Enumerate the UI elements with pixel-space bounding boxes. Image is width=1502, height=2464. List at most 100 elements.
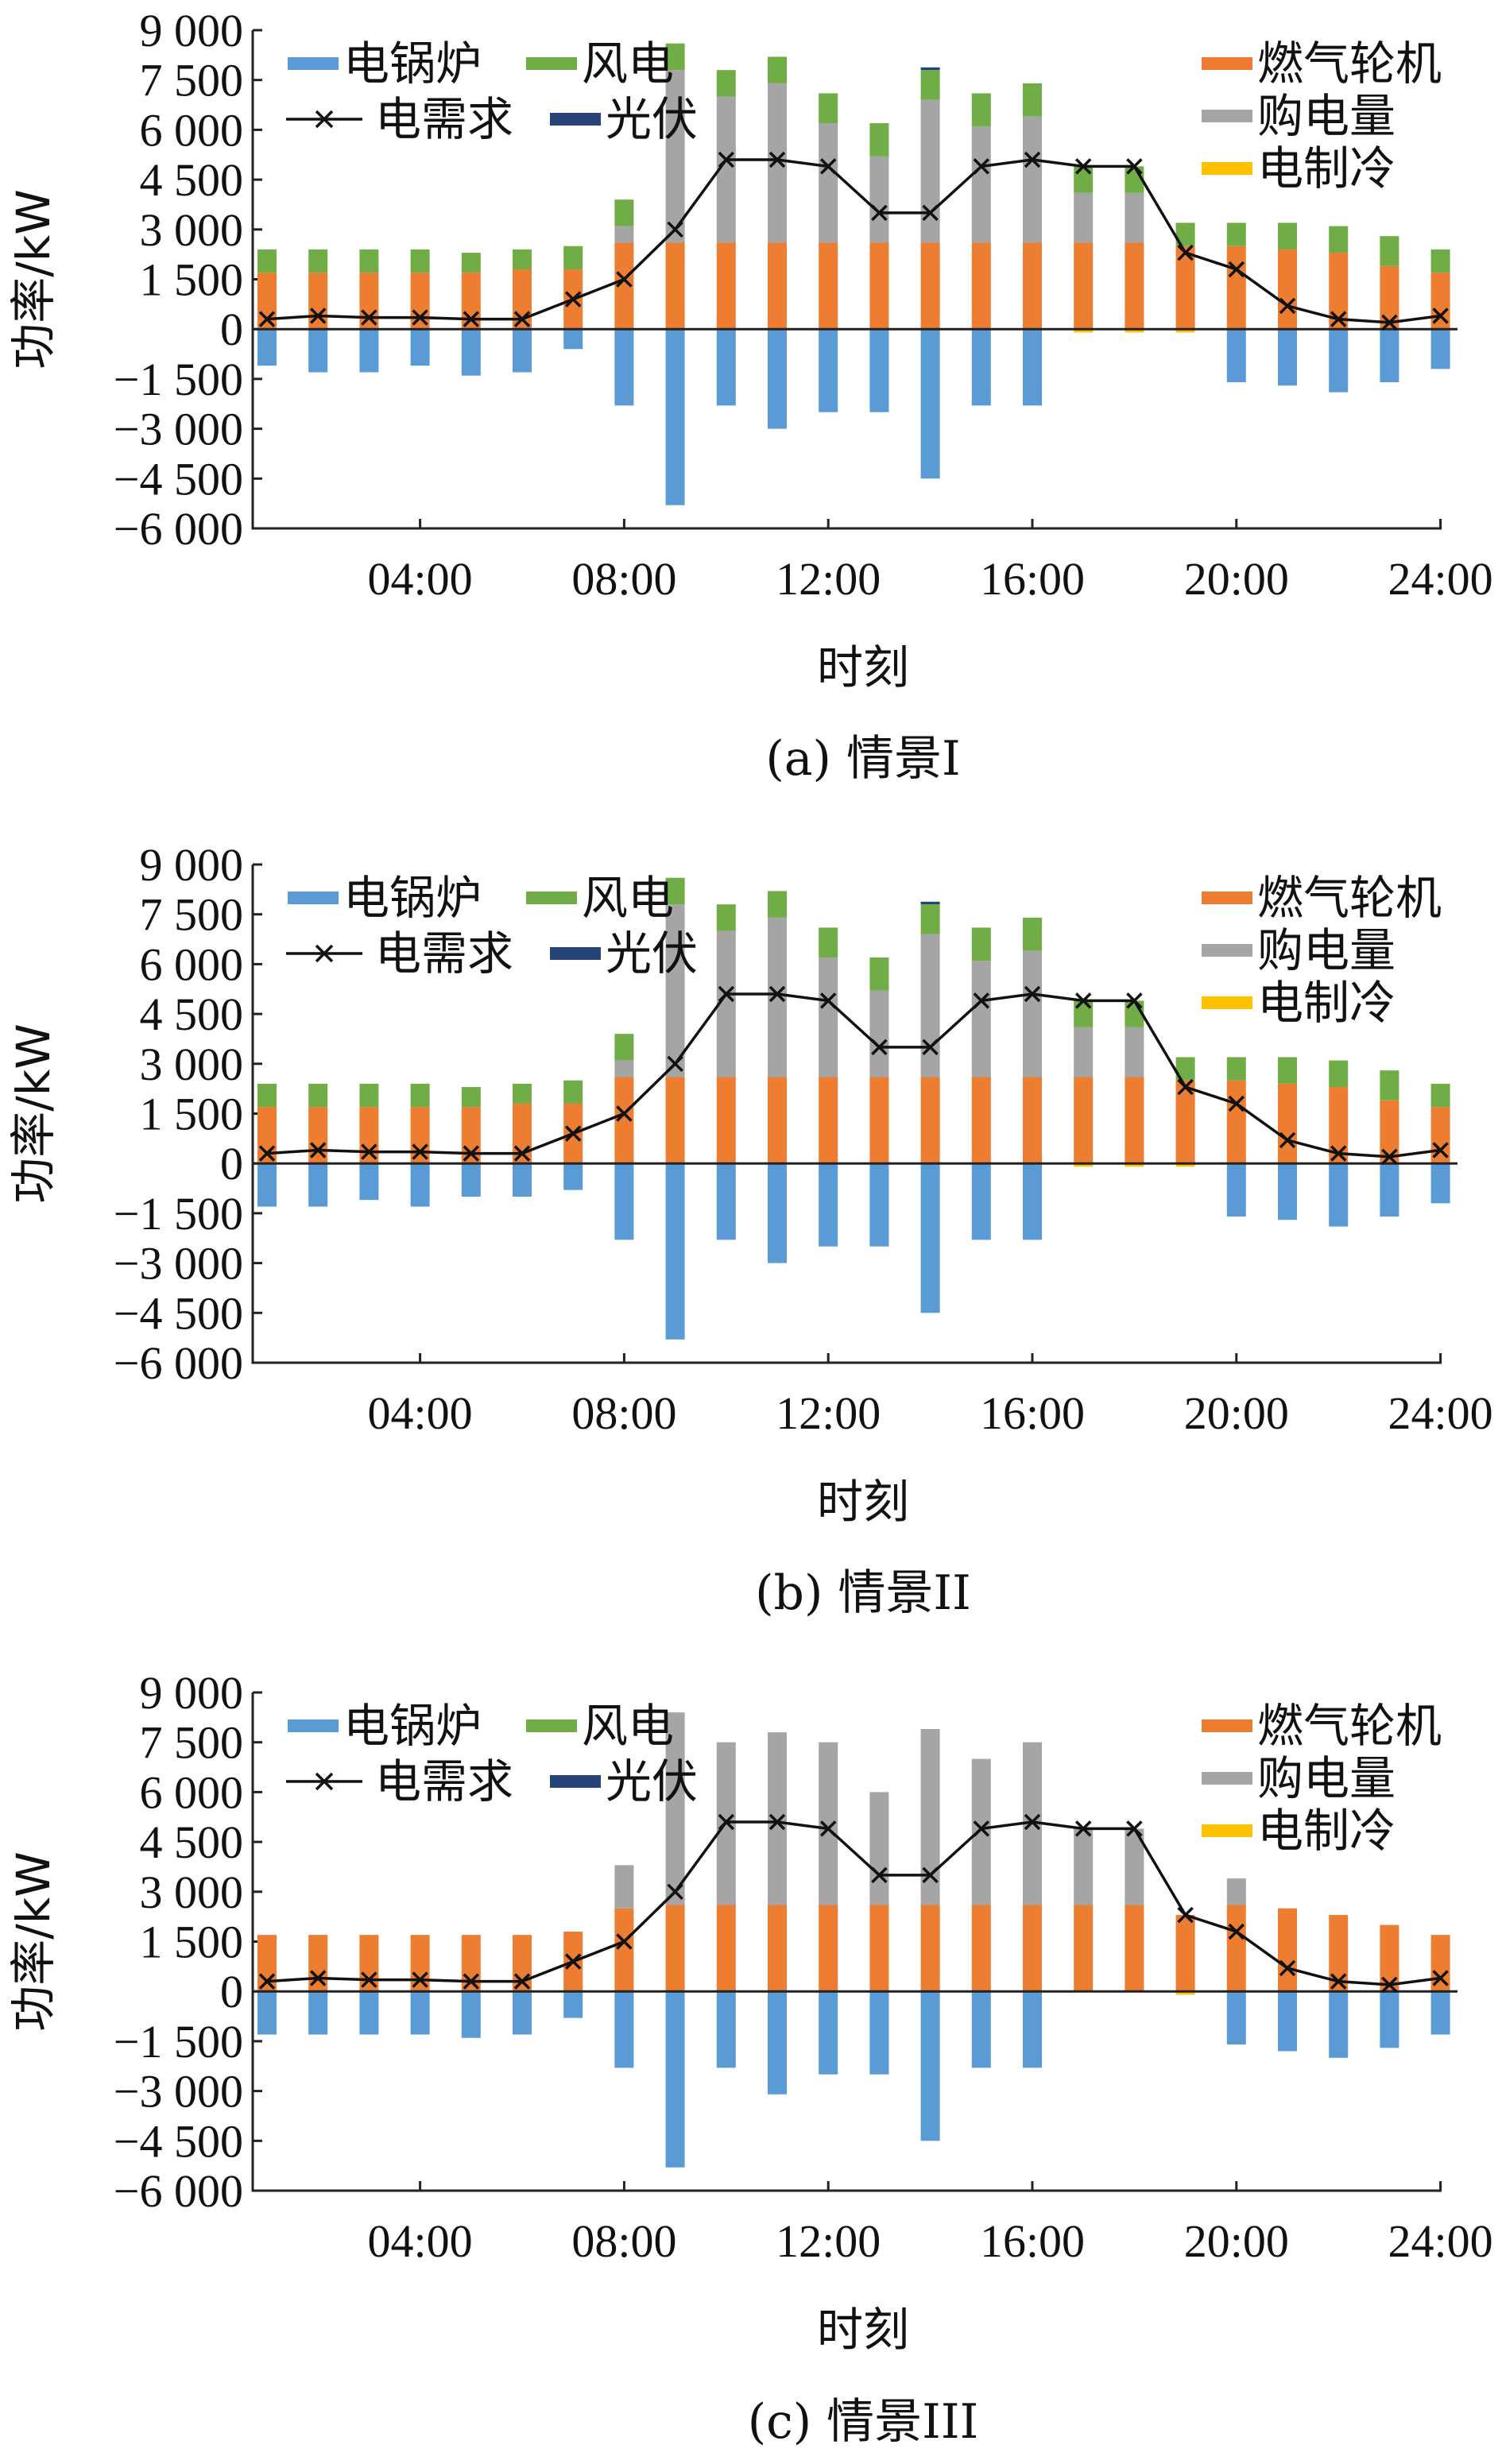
- marker-电需求: [564, 1125, 582, 1142]
- y-tick-label: −3 000: [114, 404, 243, 455]
- bar-购电量: [920, 1728, 940, 1905]
- marker-电需求: [463, 1145, 480, 1162]
- bar-购电量: [1125, 192, 1144, 243]
- bar-风电: [1226, 1057, 1246, 1081]
- bar-燃气轮机: [308, 273, 328, 330]
- marker-电需求: [1432, 308, 1449, 324]
- marker-电需求: [1279, 1959, 1296, 1977]
- marker-电需求: [819, 992, 837, 1009]
- bar-风电: [1430, 1083, 1450, 1108]
- bar-燃气轮机: [869, 1077, 889, 1164]
- bar-燃气轮机: [920, 1905, 940, 1992]
- bar-风电: [614, 199, 634, 226]
- bar-燃气轮机: [768, 242, 787, 330]
- bar-电锅炉: [257, 329, 277, 366]
- bar-风电: [1329, 226, 1349, 253]
- legend-label: 电需求: [375, 1754, 513, 1808]
- y-tick-label: 9 000: [140, 839, 244, 891]
- bar-购电量: [819, 123, 838, 243]
- marker-电需求: [1126, 158, 1143, 175]
- marker-电需求: [361, 1971, 377, 1988]
- bar-燃气轮机: [410, 1107, 430, 1164]
- bar-电锅炉: [461, 1163, 481, 1197]
- bar-燃气轮机: [410, 273, 430, 330]
- bar-光伏: [920, 67, 940, 71]
- legend-label: 光伏: [606, 92, 698, 146]
- bar-风电: [461, 253, 481, 273]
- marker-电需求: [513, 311, 531, 327]
- y-tick-label: −6 000: [114, 2165, 243, 2217]
- y-tick-label: −4 500: [114, 1287, 243, 1339]
- bar-电锅炉: [461, 329, 481, 376]
- legend-label: 光伏: [606, 1754, 698, 1808]
- legend-swatch: [1202, 110, 1252, 122]
- bar-风电: [308, 249, 328, 273]
- x-tick-label: 24:00: [1388, 1387, 1493, 1439]
- marker-电需求: [667, 1883, 683, 1901]
- line-电需求: [266, 992, 1441, 1159]
- bar-电锅炉: [869, 1991, 889, 2075]
- y-tick-label: 4 500: [140, 154, 244, 206]
- x-tick-label: 12:00: [776, 553, 881, 605]
- bar-电锅炉: [819, 1163, 838, 1247]
- legend-swatch: [288, 1719, 339, 1732]
- marker-电需求: [768, 985, 786, 1003]
- y-tick-label: 4 500: [140, 1816, 244, 1868]
- bar-风电: [716, 904, 736, 931]
- legend-swatch: [526, 892, 577, 904]
- marker-电需求: [616, 1105, 633, 1122]
- bar-电锅炉: [308, 329, 328, 373]
- bar-购电量: [920, 99, 940, 243]
- marker-电需求: [1177, 1078, 1194, 1096]
- y-tick-label: 4 500: [140, 988, 244, 1040]
- bar-电锅炉: [971, 1991, 991, 2068]
- bar-燃气轮机: [1074, 1077, 1094, 1164]
- bar-燃气轮机: [1125, 1905, 1144, 1992]
- bar-电制冷: [1125, 1163, 1144, 1167]
- marker-电需求: [258, 1973, 276, 1990]
- bar-购电量: [1226, 1878, 1246, 1905]
- marker-电需求: [1126, 1820, 1143, 1837]
- x-tick-label: 16:00: [980, 553, 1085, 605]
- legend-swatch: [526, 1719, 577, 1732]
- y-tick-label: 9 000: [140, 1667, 244, 1719]
- bar-购电量: [869, 1792, 889, 1905]
- legend-swatch: [1202, 1824, 1252, 1837]
- bar-电锅炉: [1278, 1991, 1297, 2052]
- y-tick-label: 6 000: [140, 104, 244, 156]
- bar-风电: [1074, 166, 1094, 193]
- marker-电需求: [463, 1973, 480, 1990]
- bar-电锅炉: [359, 1163, 379, 1201]
- bar-燃气轮机: [971, 242, 991, 330]
- bar-燃气轮机: [1278, 249, 1297, 330]
- marker-电需求: [1228, 261, 1245, 278]
- bar-燃气轮机: [1226, 246, 1246, 330]
- bar-风电: [1329, 1060, 1349, 1088]
- bar-电锅炉: [1278, 1163, 1297, 1220]
- line-电需求: [266, 1820, 1441, 1986]
- bar-购电量: [920, 934, 940, 1077]
- legend-label: 风电: [582, 1699, 674, 1753]
- y-tick-label: −4 500: [114, 453, 243, 505]
- x-tick-label: 16:00: [980, 1387, 1085, 1439]
- bar-电制冷: [1175, 1163, 1195, 1167]
- bar-电制冷: [1175, 329, 1195, 333]
- bar-电锅炉: [513, 1991, 532, 2035]
- bar-电锅炉: [665, 1991, 685, 2168]
- bar-燃气轮机: [665, 242, 685, 330]
- bar-电锅炉: [665, 329, 685, 505]
- marker-电需求: [973, 1820, 990, 1837]
- bar-风电: [819, 93, 838, 124]
- bar-燃气轮机: [614, 1908, 634, 1992]
- marker-电需求: [513, 1973, 531, 1990]
- legend-label: 购电量: [1257, 923, 1396, 977]
- marker-电需求: [1228, 1095, 1245, 1112]
- y-axis-label: 功率/kW: [6, 1023, 60, 1203]
- legend-label: 燃气轮机: [1257, 871, 1442, 925]
- bar-风电: [1278, 222, 1297, 249]
- legend-label: 光伏: [606, 926, 698, 981]
- line-电需求: [266, 158, 1441, 324]
- marker-电需求: [871, 1866, 888, 1884]
